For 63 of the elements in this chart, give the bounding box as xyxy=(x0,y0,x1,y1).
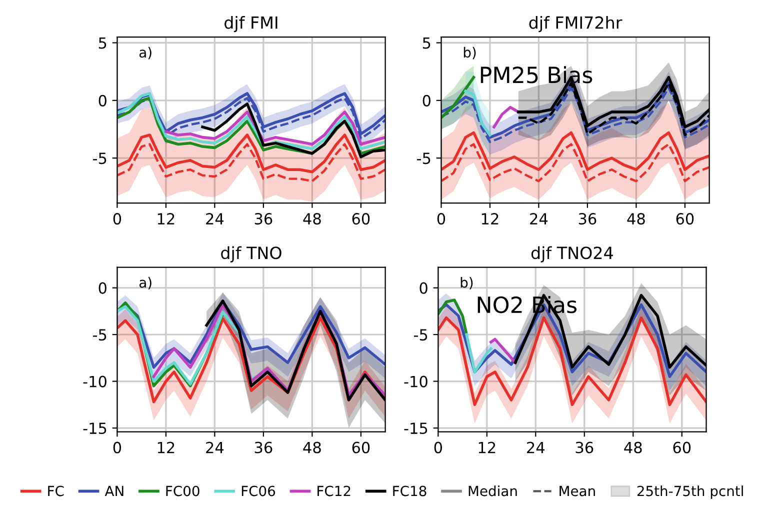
x-tick-label: 36 xyxy=(576,442,594,454)
line-series xyxy=(464,90,492,136)
x-tick-label: 12 xyxy=(158,442,174,454)
x-tick-label: 12 xyxy=(158,213,174,224)
x-tick-label: 0 xyxy=(113,213,122,225)
x-tick-label: 24 xyxy=(206,442,224,454)
y-tick-label: 0 xyxy=(422,94,430,106)
x-tick-label: 36 xyxy=(578,213,596,225)
line-series xyxy=(438,316,706,406)
chart-title: djf TNO24 xyxy=(531,246,613,262)
y-tick-label: -15 xyxy=(404,422,428,434)
x-tick-label: 12 xyxy=(482,213,498,224)
x-tick-label: 36 xyxy=(254,442,272,454)
x-tick-label: 0 xyxy=(437,213,446,225)
legend-label: AN xyxy=(104,486,124,496)
x-tick-label: 48 xyxy=(627,213,645,225)
annotation: a) xyxy=(139,46,152,60)
y-tick-label: -5 xyxy=(417,152,430,164)
y-tick-label: 0 xyxy=(420,282,428,294)
y-tick-label: -5 xyxy=(414,329,428,341)
chart-title: djf TNO xyxy=(221,246,282,262)
y-tick-label: -10 xyxy=(404,376,428,388)
y-tick-label: -5 xyxy=(92,152,106,164)
chart-title: djf FMI xyxy=(224,16,278,32)
x-tick-label: 60 xyxy=(673,442,691,454)
y-tick-label: 5 xyxy=(98,37,106,49)
legend-label: FC18 xyxy=(393,486,426,496)
x-tick-label: 48 xyxy=(624,442,642,454)
x-tick-label: 60 xyxy=(676,213,694,225)
x-tick-label: 60 xyxy=(352,213,370,225)
y-tick-label: -5 xyxy=(92,329,106,341)
y-tick-label: -15 xyxy=(83,422,106,434)
text: Median xyxy=(468,485,517,496)
legend-label: FC12 xyxy=(318,486,350,496)
y-tick-label: 0 xyxy=(98,94,106,106)
line-series xyxy=(492,106,520,128)
x-tick-label: 48 xyxy=(303,442,321,454)
line-series xyxy=(490,338,517,364)
text: 25th-75th pcntl xyxy=(637,485,743,499)
x-tick-label: 0 xyxy=(434,442,442,454)
annotation: b) xyxy=(464,46,476,60)
y-tick-label: -10 xyxy=(83,376,106,388)
y-tick-label: 5 xyxy=(422,37,430,49)
line-series xyxy=(438,298,468,336)
legend-label: FC00 xyxy=(166,486,200,496)
x-tick-label: 48 xyxy=(303,213,321,225)
line-series xyxy=(164,110,386,146)
x-tick-label: 60 xyxy=(352,442,370,454)
chart-title: djf FMI72hr xyxy=(529,16,622,32)
y-tick-label: 0 xyxy=(98,282,106,294)
annotation: a) xyxy=(139,277,152,290)
x-tick-label: 24 xyxy=(206,213,224,224)
x-tick-label: 12 xyxy=(478,442,496,454)
legend-label: FC06 xyxy=(242,486,276,496)
annotation: b) xyxy=(460,277,473,290)
x-tick-label: 24 xyxy=(530,213,548,224)
line-series xyxy=(441,76,476,120)
x-tick-label: 0 xyxy=(113,442,122,454)
line-series xyxy=(465,333,492,374)
text: Mean xyxy=(560,486,595,496)
x-tick-label: 24 xyxy=(527,442,545,454)
x-tick-label: 36 xyxy=(254,213,272,225)
legend-label: FC xyxy=(48,486,64,496)
